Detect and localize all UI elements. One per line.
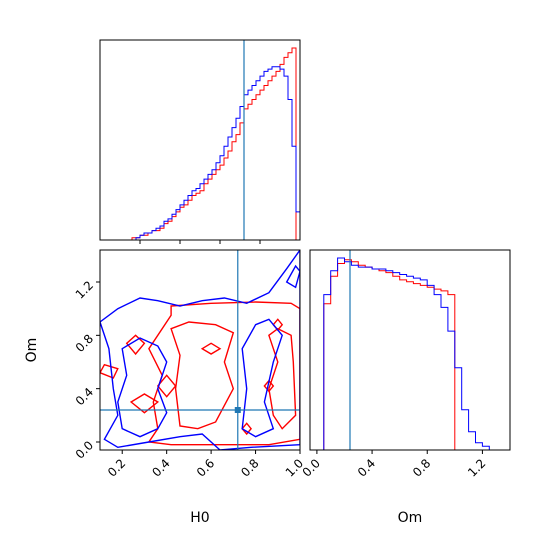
contour-x-tick-label-0: 0.2 bbox=[105, 456, 128, 479]
xlabel-Om: Om bbox=[398, 510, 423, 526]
contour-x-tick-label-2: 0.6 bbox=[194, 456, 217, 479]
contour-y-tick-label-2: 0.8 bbox=[73, 332, 96, 355]
axes-frame bbox=[99, 39, 301, 241]
hist-step-red bbox=[120, 47, 300, 241]
contour-x-tick-label-1: 0.4 bbox=[149, 456, 172, 479]
contour-red-4 bbox=[125, 334, 146, 356]
contour-x-tick-label-3: 0.8 bbox=[238, 456, 261, 479]
contour-blue-1 bbox=[117, 337, 168, 438]
axes-frame bbox=[309, 249, 511, 451]
axes-frame bbox=[99, 249, 301, 451]
hist-step-blue bbox=[120, 66, 301, 241]
contour-lines bbox=[100, 250, 300, 450]
contour-red-6 bbox=[241, 422, 253, 436]
contour-red-9 bbox=[129, 393, 160, 414]
contour-red-3 bbox=[100, 363, 119, 379]
contour-red-5 bbox=[156, 374, 177, 398]
ylabel-Om: Om bbox=[24, 338, 40, 363]
contour-y-tick-label-3: 1.2 bbox=[73, 278, 96, 301]
contour-red-0 bbox=[147, 301, 300, 446]
om-x-tick-label-1: 0.4 bbox=[355, 456, 378, 479]
contour-blue-0 bbox=[100, 250, 300, 450]
contour-x-tick-label-4: 1.0 bbox=[283, 456, 306, 479]
contour-red-10 bbox=[200, 342, 222, 355]
contour-red-2 bbox=[170, 321, 235, 430]
om-x-tick-label-2: 0.8 bbox=[410, 456, 433, 479]
hist-H0-panel bbox=[99, 39, 301, 244]
contour-y-tick-label-0: 0.0 bbox=[73, 438, 96, 461]
hist-Om-panel: 0.0 0.4 0.8 1.2 bbox=[300, 249, 511, 480]
contour-y-tick-label-1: 0.4 bbox=[73, 385, 96, 408]
contour-blue-3 bbox=[285, 264, 300, 289]
hist-step-red bbox=[316, 259, 497, 451]
contour-blue-2 bbox=[241, 318, 283, 438]
xlabel-H0: H0 bbox=[190, 510, 209, 526]
om-x-tick-label-3: 1.2 bbox=[465, 456, 488, 479]
truth-marker bbox=[234, 407, 241, 413]
hist-step-blue bbox=[316, 257, 497, 451]
contour-red-1 bbox=[268, 327, 297, 430]
contour-H0-Om-panel: 0.2 0.4 0.6 0.8 1.0 0.0 0.4 0.8 1.2 bbox=[73, 249, 306, 480]
